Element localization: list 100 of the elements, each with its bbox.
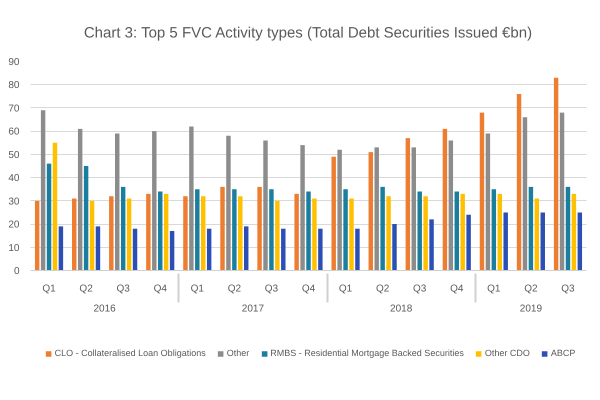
category-label: Q4 bbox=[302, 284, 316, 294]
bar bbox=[386, 196, 391, 270]
bar bbox=[423, 196, 428, 270]
y-tick-label: 30 bbox=[8, 196, 20, 208]
category-label: 2018 bbox=[390, 304, 412, 314]
bar bbox=[281, 228, 286, 270]
bar bbox=[355, 228, 360, 270]
bar bbox=[170, 231, 174, 270]
bar bbox=[34, 200, 40, 270]
bar bbox=[540, 212, 545, 270]
bar bbox=[183, 196, 188, 270]
bar bbox=[52, 142, 58, 270]
bar bbox=[578, 212, 582, 270]
bar bbox=[300, 145, 305, 270]
bar bbox=[448, 140, 454, 270]
bar bbox=[560, 112, 564, 270]
bar bbox=[115, 133, 120, 270]
bar bbox=[238, 196, 243, 270]
bar bbox=[312, 198, 317, 270]
category-label: 2019 bbox=[520, 304, 542, 314]
bar bbox=[158, 192, 162, 270]
category-label: Q3 bbox=[116, 284, 130, 294]
bar bbox=[429, 219, 434, 270]
bar bbox=[244, 226, 248, 270]
legend-label: CLO - Collateralised Loan Obligations bbox=[54, 348, 206, 358]
bar bbox=[528, 186, 534, 270]
category-label: Q1 bbox=[42, 284, 56, 294]
bar bbox=[417, 192, 422, 270]
legend-label: RMBS - Residential Mortgage Backed Securities bbox=[270, 348, 464, 358]
bar bbox=[126, 198, 132, 270]
bar bbox=[269, 189, 274, 270]
bar bbox=[146, 194, 151, 270]
category-label: Q1 bbox=[190, 284, 204, 294]
bar bbox=[516, 94, 522, 270]
bar bbox=[90, 200, 94, 270]
bar bbox=[232, 189, 237, 270]
bar bbox=[480, 112, 484, 270]
y-tick-label: 10 bbox=[8, 242, 20, 254]
bar bbox=[189, 126, 194, 270]
bar bbox=[412, 147, 416, 270]
bar bbox=[318, 228, 323, 270]
bar bbox=[498, 194, 502, 270]
y-tick-label: 90 bbox=[8, 57, 20, 68]
category-label: Q3 bbox=[264, 284, 278, 294]
bar bbox=[275, 200, 280, 270]
category-label: Q2 bbox=[524, 284, 538, 294]
bar bbox=[466, 214, 471, 270]
bar bbox=[84, 166, 88, 270]
bar bbox=[152, 131, 157, 270]
bar bbox=[40, 110, 46, 270]
bar bbox=[337, 150, 342, 270]
bar bbox=[442, 128, 448, 270]
bar bbox=[492, 189, 496, 270]
bar bbox=[503, 212, 508, 270]
category-label: 2016 bbox=[94, 304, 116, 314]
y-tick-label: 40 bbox=[8, 173, 20, 184]
y-tick-label: 0 bbox=[14, 266, 20, 277]
category-label: Q4 bbox=[450, 284, 464, 294]
bar bbox=[554, 78, 558, 270]
bar bbox=[263, 140, 268, 270]
bar bbox=[257, 186, 262, 270]
bar bbox=[572, 194, 576, 270]
category-label: Q1 bbox=[487, 284, 501, 294]
bar bbox=[368, 152, 373, 270]
bar bbox=[132, 228, 138, 270]
category-label: Q3 bbox=[413, 284, 426, 294]
category-label: Q3 bbox=[561, 284, 575, 294]
bar bbox=[46, 164, 52, 270]
category-label: Q1 bbox=[338, 284, 352, 294]
bar bbox=[195, 189, 200, 270]
bar bbox=[454, 192, 459, 270]
bar bbox=[294, 194, 299, 270]
y-tick-label: 20 bbox=[8, 220, 20, 231]
legend-label: Other bbox=[226, 348, 250, 358]
bar bbox=[226, 136, 231, 270]
bar bbox=[78, 128, 82, 270]
bar bbox=[486, 133, 490, 270]
category-label: Q2 bbox=[376, 284, 390, 294]
legend-label: ABCP bbox=[550, 348, 576, 358]
bar bbox=[164, 194, 168, 270]
chart-title: Chart 3: Top 5 FVC Activity types (Total Debt Securities Issued €bn) bbox=[84, 24, 532, 42]
bar bbox=[522, 117, 528, 270]
bar bbox=[201, 196, 206, 270]
bar bbox=[72, 198, 76, 270]
bar bbox=[534, 198, 540, 270]
bar bbox=[206, 228, 212, 270]
y-tick-label: 70 bbox=[8, 103, 20, 114]
y-tick-label: 60 bbox=[8, 126, 20, 138]
bar bbox=[109, 196, 114, 270]
category-label: 2017 bbox=[242, 304, 264, 314]
bar bbox=[120, 186, 126, 270]
bar bbox=[566, 186, 570, 270]
bar bbox=[343, 189, 348, 270]
bar bbox=[96, 226, 100, 270]
category-label: Q4 bbox=[154, 284, 167, 294]
y-tick-label: 80 bbox=[8, 80, 20, 92]
category-label: Q2 bbox=[228, 284, 242, 294]
bar bbox=[331, 156, 336, 270]
y-tick-label: 50 bbox=[8, 150, 20, 161]
bar bbox=[374, 147, 379, 270]
